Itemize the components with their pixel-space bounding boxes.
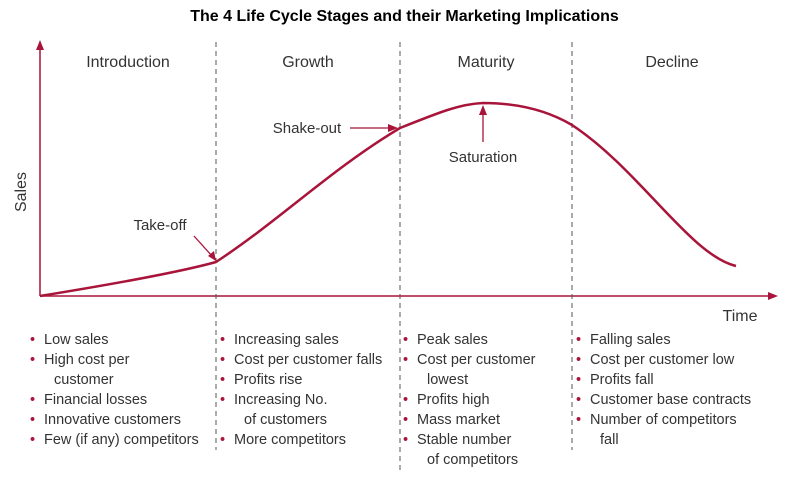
bullet-text: Financial losses	[44, 392, 148, 408]
stage-heading-decline: Decline	[645, 54, 698, 71]
bullet-dot-icon: •	[220, 372, 226, 388]
bullet-item: • Falling sales	[576, 330, 751, 350]
bullet-dot-icon: •	[403, 432, 409, 448]
bullet-text: Innovative customers	[44, 412, 182, 428]
take-off-label: Take-off	[133, 217, 187, 234]
take-off-arrow-icon	[208, 251, 216, 261]
bullet-item: • Number of competitors fall	[576, 410, 751, 450]
bullet-item: • Increasing sales	[220, 330, 382, 350]
diagram-title: The 4 Life Cycle Stages and their Market…	[190, 8, 619, 25]
saturation-arrow-icon	[479, 105, 487, 115]
bullet-item: • Increasing No. of customers	[220, 390, 382, 430]
bullet-item: • Low sales	[30, 330, 199, 350]
life-cycle-curve	[39, 101, 737, 298]
bullet-text: Profits rise	[234, 372, 303, 388]
bullet-text-continued: of competitors	[427, 452, 519, 468]
bullet-text-continued: fall	[600, 432, 619, 448]
bullet-text: Cost per customer	[417, 352, 536, 368]
bullet-item: • Stable number of competitors	[403, 430, 535, 470]
bullet-text: Cost per customer falls	[234, 352, 383, 368]
bullet-text-continued: lowest	[427, 372, 469, 388]
bullet-item: • Profits rise	[220, 370, 382, 390]
bullet-item: • High cost per customer	[30, 350, 199, 390]
stage-bullets-maturity: • Peak sales • Cost per customer lowest • Prof…	[403, 330, 535, 470]
bullet-dot-icon: •	[403, 332, 409, 348]
bullet-item: • Mass market	[403, 410, 535, 430]
bullet-text: Low sales	[44, 332, 109, 348]
saturation-label: Saturation	[449, 149, 517, 166]
bullet-dot-icon: •	[220, 332, 226, 348]
stage-bullets-decline: • Falling sales • Cost per customer low • Pro…	[576, 330, 751, 450]
bullet-dot-icon: •	[576, 352, 582, 368]
bullet-dot-icon: •	[403, 392, 409, 408]
bullet-dot-icon: •	[220, 392, 226, 408]
bullet-text: Increasing No.	[234, 392, 328, 408]
take-off-pointer	[193, 235, 213, 257]
stage-heading-maturity: Maturity	[458, 54, 515, 71]
bullet-item: • More competitors	[220, 430, 382, 450]
bullet-text: Mass market	[417, 412, 500, 428]
bullet-dot-icon: •	[403, 412, 409, 428]
bullet-item: • Profits high	[403, 390, 535, 410]
bullet-text: Profits fall	[590, 372, 654, 388]
bullet-text: More competitors	[234, 432, 347, 448]
bullet-text: Falling sales	[590, 332, 671, 348]
bullet-text-continued: customer	[54, 372, 114, 388]
shake-out-label: Shake-out	[273, 120, 342, 137]
bullet-dot-icon: •	[30, 332, 36, 348]
bullet-text: Stable number	[417, 432, 512, 448]
bullet-dot-icon: •	[576, 372, 582, 388]
stage-heading-growth: Growth	[282, 54, 334, 71]
bullet-dot-icon: •	[220, 352, 226, 368]
bullet-item: • Financial losses	[30, 390, 199, 410]
x-axis-label: Time	[723, 308, 758, 325]
bullet-dot-icon: •	[30, 352, 36, 368]
bullet-dot-icon: •	[30, 432, 36, 448]
bullet-text: Number of competitors	[590, 412, 737, 428]
bullet-text: Increasing sales	[234, 332, 339, 348]
bullet-item: • Customer base contracts	[576, 390, 751, 410]
bullet-item: • Cost per customer falls	[220, 350, 382, 370]
bullet-item: • Few (if any) competitors	[30, 430, 199, 450]
shake-out-arrow-icon	[388, 124, 398, 132]
bullet-item: • Innovative customers	[30, 410, 199, 430]
bullet-text: Profits high	[417, 392, 490, 408]
y-axis-arrow-icon	[36, 40, 44, 50]
stage-heading-introduction: Introduction	[86, 54, 170, 71]
bullet-item: • Cost per customer low	[576, 350, 751, 370]
bullet-dot-icon: •	[576, 412, 582, 428]
bullet-dot-icon: •	[403, 352, 409, 368]
bullet-text: Peak sales	[417, 332, 488, 348]
bullet-dot-icon: •	[576, 332, 582, 348]
x-axis-arrow-icon	[768, 292, 778, 300]
bullet-item: • Cost per customer lowest	[403, 350, 535, 390]
bullet-text-continued: of customers	[244, 412, 327, 428]
bullet-dot-icon: •	[576, 392, 582, 408]
y-axis-label: Sales	[13, 172, 30, 212]
bullet-text: High cost per	[44, 352, 130, 368]
bullet-dot-icon: •	[30, 392, 36, 408]
bullet-dot-icon: •	[30, 412, 36, 428]
bullet-dot-icon: •	[220, 432, 226, 448]
bullet-text: Few (if any) competitors	[44, 432, 199, 448]
stage-bullets-introduction: • Low sales • High cost per customer • Financi…	[30, 330, 199, 450]
bullet-item: • Profits fall	[576, 370, 751, 390]
bullet-item: • Peak sales	[403, 330, 535, 350]
bullet-text: Customer base contracts	[590, 392, 752, 408]
bullet-text: Cost per customer low	[590, 352, 735, 368]
stage-bullets-growth: • Increasing sales • Cost per customer fall…	[220, 330, 382, 450]
